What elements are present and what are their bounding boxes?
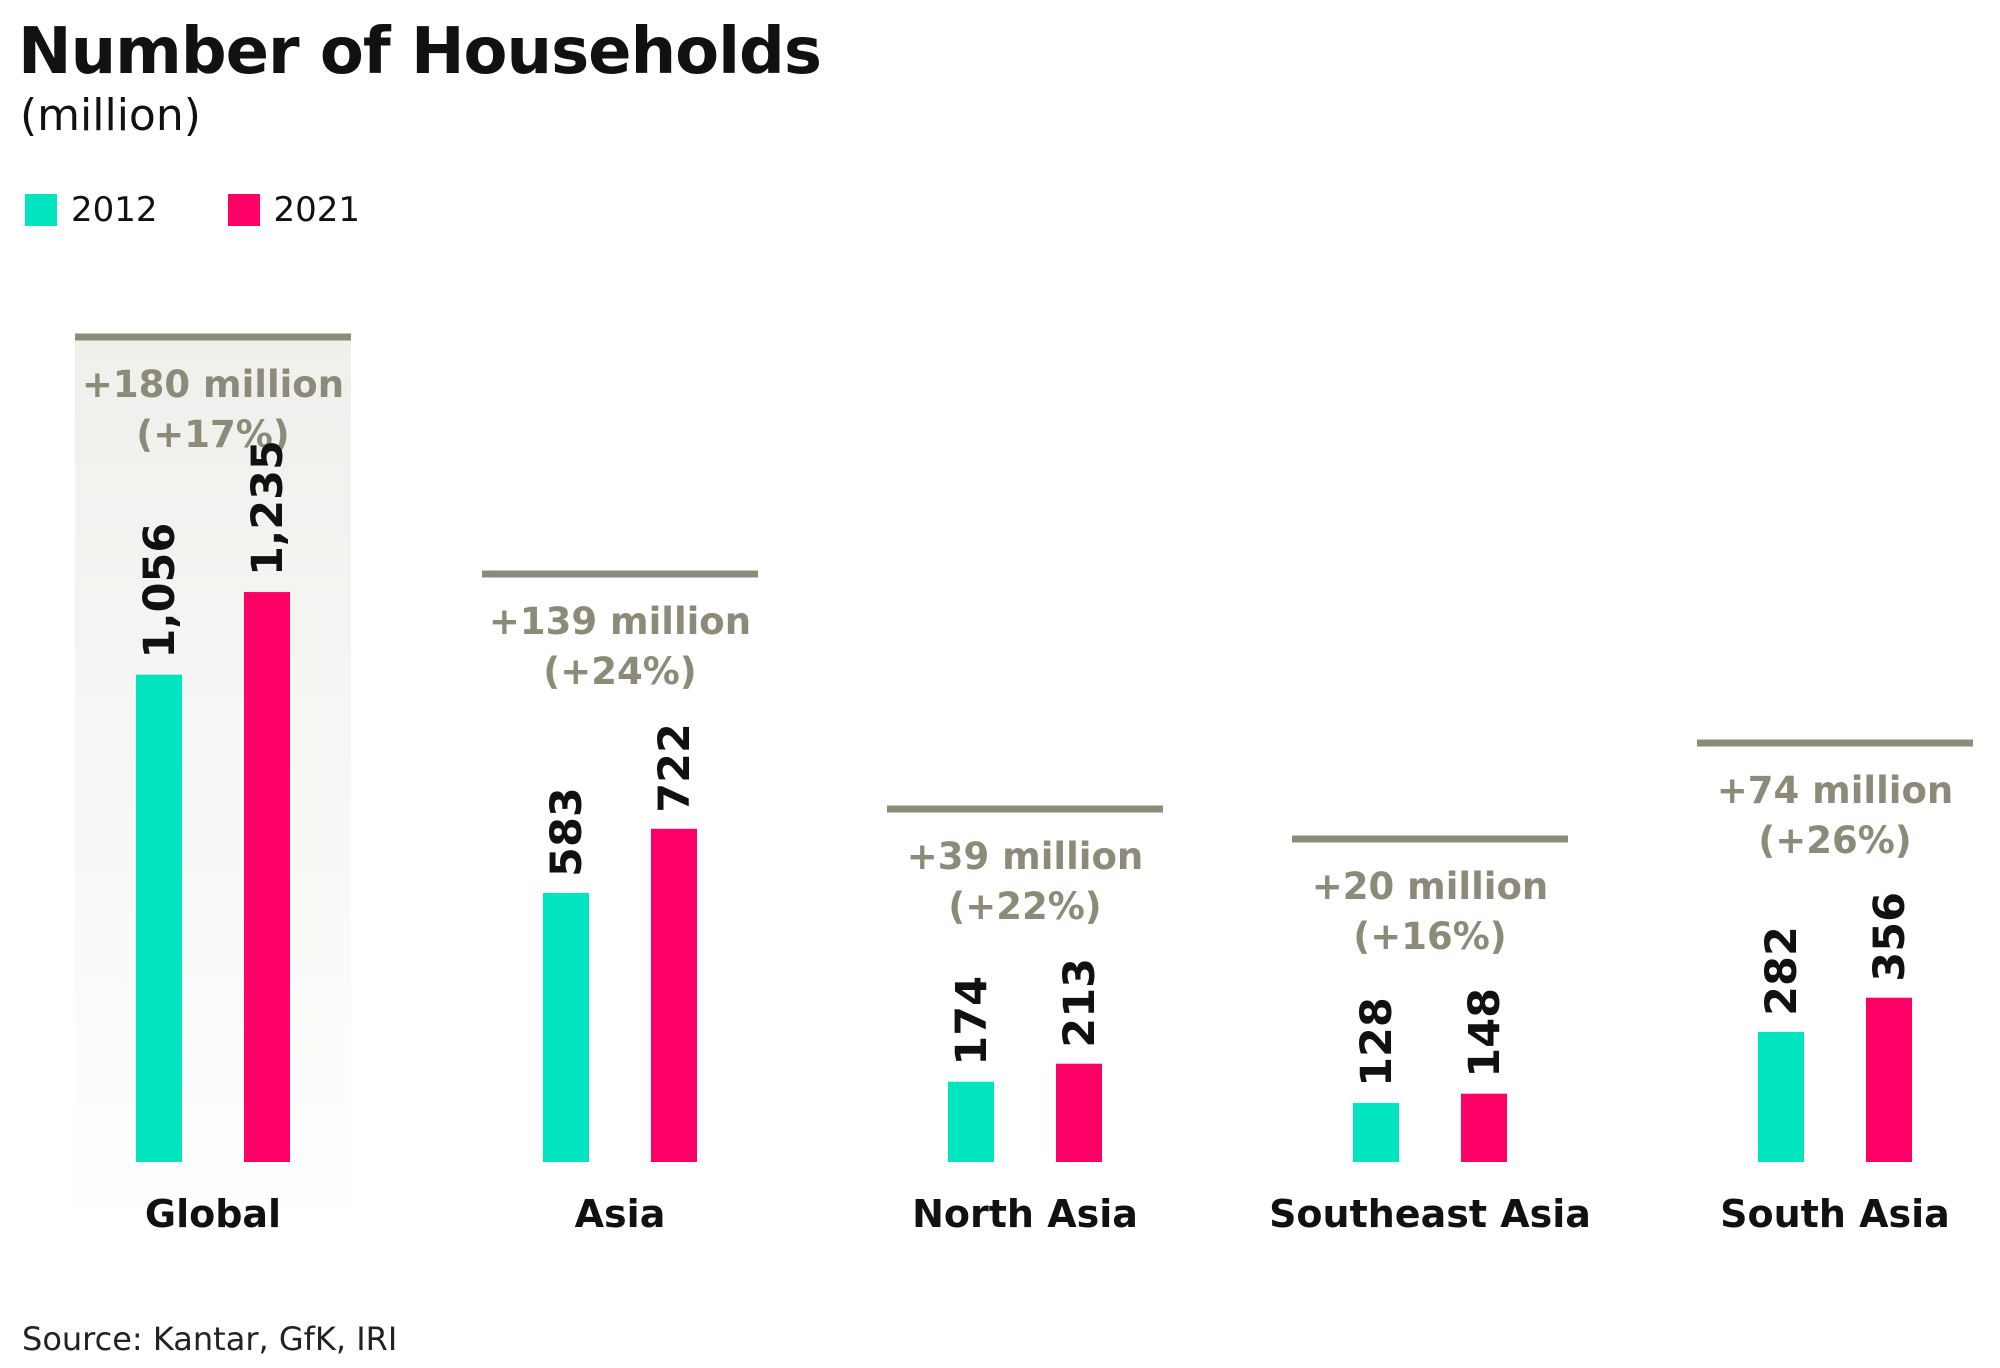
change-label-southeast-asia-absolute: +20 million	[1312, 865, 1548, 908]
source-note: Source: Kantar, GfK, IRI	[22, 1320, 398, 1358]
legend-label-2021: 2021	[273, 190, 361, 230]
change-label-global-absolute: +180 million	[82, 363, 344, 406]
value-label-south-asia-2021: 356	[1865, 892, 1915, 982]
bar-asia-2021	[651, 828, 697, 1162]
change-label-asia-percent: (+24%)	[543, 650, 696, 693]
change-label-south-asia-percent: (+26%)	[1758, 819, 1911, 862]
change-label-southeast-asia-percent: (+16%)	[1353, 915, 1506, 958]
legend-item-2012: 2012	[25, 190, 158, 230]
change-label-north-asia-absolute: +39 million	[907, 835, 1143, 878]
change-label-south-asia-absolute: +74 million	[1717, 769, 1953, 812]
change-label-global-percent: (+17%)	[136, 413, 289, 456]
chart-title: Number of Households	[18, 15, 822, 89]
change-label-north-asia-percent: (+22%)	[948, 885, 1101, 928]
highlight-panel-global	[75, 337, 351, 1232]
bar-north-asia-2012	[948, 1081, 994, 1162]
bar-south-asia-2012	[1758, 1031, 1804, 1162]
bar-south-asia-2021	[1866, 997, 1912, 1162]
value-label-south-asia-2012: 282	[1757, 926, 1807, 1016]
bar-asia-2012	[543, 892, 589, 1162]
change-label-asia-absolute: +139 million	[489, 600, 751, 643]
value-label-asia-2021: 722	[650, 723, 700, 813]
bar-global-2012	[136, 674, 182, 1162]
bar-chart: +180 million (+17%) 1,056 1,235 Global +139 m…	[75, 333, 1973, 1236]
legend-swatch-2012	[25, 194, 57, 226]
legend-swatch-2021	[227, 194, 260, 226]
value-label-southeast-asia-2012: 128	[1352, 997, 1402, 1087]
chart-subtitle: (million)	[20, 90, 201, 141]
legend-item-2021: 2021	[227, 190, 361, 230]
category-label-asia: Asia	[575, 1192, 666, 1236]
legend: 2012 2021	[25, 190, 360, 230]
value-label-asia-2012: 583	[542, 787, 592, 877]
value-label-global-2012: 1,056	[135, 523, 185, 659]
value-label-north-asia-2012: 174	[947, 976, 997, 1066]
value-label-global-2021: 1,235	[243, 440, 293, 576]
category-label-north-asia: North Asia	[912, 1192, 1138, 1236]
category-label-southeast-asia: Southeast Asia	[1269, 1192, 1591, 1236]
bar-southeast-asia-2021	[1461, 1093, 1507, 1162]
value-label-southeast-asia-2021: 148	[1460, 988, 1510, 1078]
value-label-north-asia-2021: 213	[1055, 958, 1105, 1048]
bar-north-asia-2021	[1056, 1063, 1102, 1162]
legend-label-2012: 2012	[71, 190, 158, 230]
category-label-global: Global	[145, 1192, 281, 1236]
bar-southeast-asia-2012	[1353, 1102, 1399, 1162]
category-label-south-asia: South Asia	[1720, 1192, 1950, 1236]
bar-global-2021	[244, 592, 290, 1162]
